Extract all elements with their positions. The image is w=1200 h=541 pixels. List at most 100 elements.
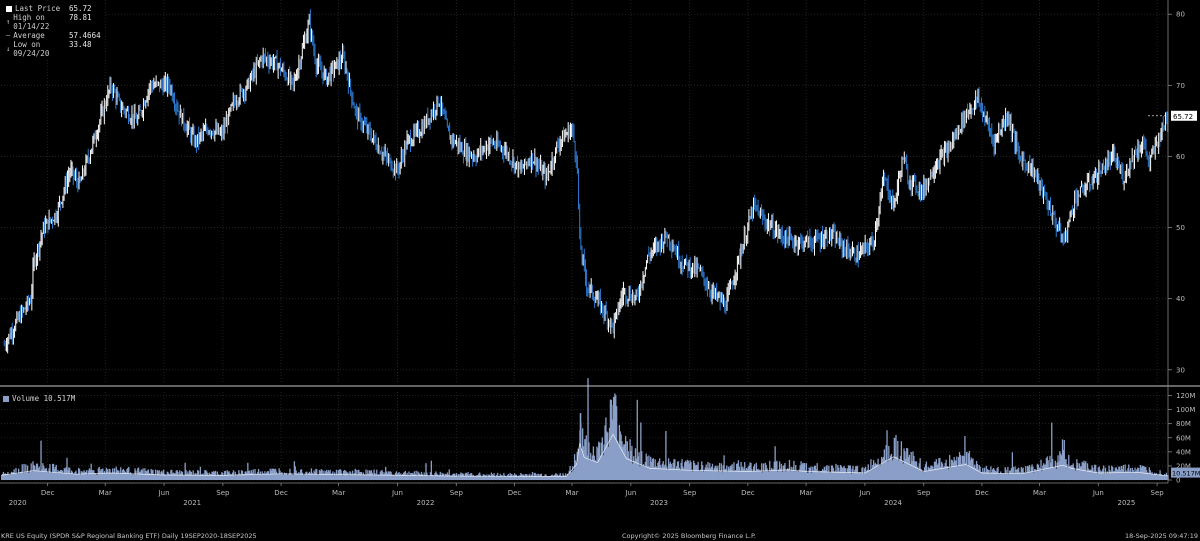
volume-bar <box>432 474 434 480</box>
volume-bar <box>565 476 568 480</box>
volume-bar <box>796 470 799 480</box>
volume-bar <box>779 468 782 480</box>
volume-bar <box>462 474 465 480</box>
volume-bar <box>872 465 874 480</box>
volume-bar <box>1006 474 1008 480</box>
volume-bar <box>622 446 624 480</box>
volume-bar <box>529 473 531 480</box>
volume-bar <box>8 474 10 480</box>
volume-bar <box>807 472 809 480</box>
volume-bar <box>909 463 911 480</box>
volume-bar <box>159 474 161 480</box>
volume-tick-label: 20M <box>1176 462 1191 470</box>
volume-bar <box>756 469 758 480</box>
year-label: 2021 <box>183 499 201 507</box>
volume-bar <box>92 470 94 480</box>
volume-bar <box>184 462 186 480</box>
volume-bar <box>351 470 354 480</box>
volume-bar <box>350 472 352 480</box>
volume-bar <box>724 468 726 480</box>
volume-bar <box>869 470 871 480</box>
volume-bar <box>930 465 932 480</box>
volume-bar <box>426 472 428 480</box>
volume-bar <box>502 476 504 480</box>
volume-bar <box>146 470 149 480</box>
volume-bar <box>222 473 224 480</box>
volume-bar <box>1029 471 1031 480</box>
volume-bar <box>627 451 629 480</box>
volume-bar <box>668 463 671 480</box>
volume-bar <box>521 474 523 480</box>
volume-bar <box>948 469 950 480</box>
volume-bar <box>720 463 723 480</box>
volume-bar <box>993 469 996 480</box>
volume-bar <box>1166 474 1168 480</box>
volume-bar <box>615 395 617 480</box>
volume-bar <box>354 468 356 480</box>
last-price-tag-label: 65.72 <box>1173 113 1193 121</box>
price-series <box>3 9 1169 354</box>
volume-bar <box>495 477 497 480</box>
volume-bar <box>15 467 17 480</box>
volume-bar <box>247 462 249 480</box>
volume-tick-label: 100M <box>1176 406 1195 414</box>
volume-bar <box>285 472 287 480</box>
volume-bar <box>292 475 295 480</box>
volume-bar <box>327 470 330 480</box>
volume-bar <box>766 468 768 480</box>
volume-bar <box>817 471 819 480</box>
volume-bar <box>299 474 301 480</box>
volume-bar <box>90 463 92 480</box>
volume-bar <box>905 458 907 480</box>
volume-bar <box>696 465 698 480</box>
volume-bar <box>729 466 732 480</box>
volume-legend-value: 10.517M <box>43 394 76 403</box>
volume-bar <box>173 473 176 480</box>
year-label: 2024 <box>884 499 902 507</box>
volume-bar <box>914 461 916 480</box>
volume-bar <box>854 469 856 480</box>
volume-legend-label: Volume <box>12 394 40 403</box>
volume-bar <box>233 475 236 480</box>
volume-bar <box>79 474 82 480</box>
volume-bar <box>88 468 91 480</box>
volume-bar <box>457 474 459 480</box>
volume-bar <box>512 476 514 480</box>
volume-bar <box>943 466 945 480</box>
volume-bar <box>830 465 833 480</box>
volume-bar <box>734 471 736 480</box>
volume-bar <box>797 472 800 480</box>
volume-bar <box>903 448 905 480</box>
volume-bar <box>297 473 299 480</box>
volume-bar <box>40 440 42 480</box>
volume-bar <box>949 467 952 480</box>
volume-bar <box>532 475 535 480</box>
volume-bar <box>122 468 125 480</box>
volume-bar <box>860 473 862 480</box>
volume-bar <box>391 474 393 480</box>
volume-bar <box>220 474 222 480</box>
volume-bar <box>654 459 656 480</box>
volume-bar <box>688 463 690 480</box>
volume-bar <box>293 461 296 480</box>
volume-bar <box>742 466 744 480</box>
volume-bar <box>684 462 686 480</box>
volume-bar <box>764 462 766 480</box>
volume-bar <box>1073 467 1075 480</box>
volume-bar <box>317 474 320 480</box>
volume-bar <box>541 476 544 480</box>
volume-bar <box>735 463 738 480</box>
volume-bar <box>289 468 291 480</box>
volume-bar <box>992 468 995 480</box>
volume-bar <box>187 471 189 480</box>
volume-bar <box>603 444 605 480</box>
volume-bar <box>366 474 368 480</box>
year-label: 2023 <box>650 499 668 507</box>
volume-bar <box>1156 475 1159 480</box>
volume-bar <box>337 470 339 480</box>
volume-bar <box>945 459 947 480</box>
volume-bar <box>967 453 970 480</box>
volume-bar <box>708 468 710 480</box>
dash-icon: – <box>6 31 11 39</box>
volume-bar <box>877 458 879 480</box>
